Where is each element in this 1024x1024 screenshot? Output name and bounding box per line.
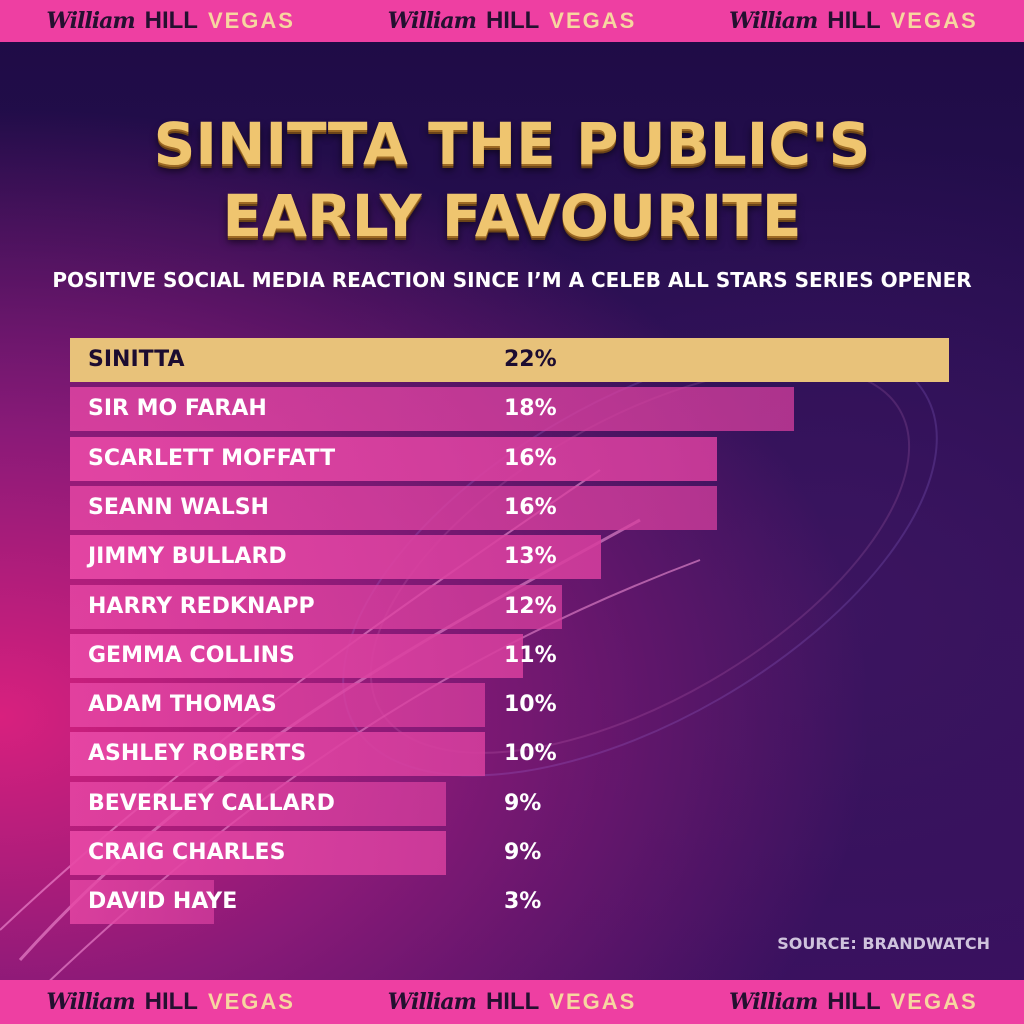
brand-vegas: VEGAS [890,989,978,1014]
bar-value-label: 16% [504,445,557,471]
bar: CRAIG CHARLES 9% [70,831,541,875]
chart-subtitle: POSITIVE SOCIAL MEDIA REACTION SINCE I’M… [52,268,972,292]
brand-vegas: VEGAS [207,8,295,33]
bar-label: GEMMA COLLINS [88,642,295,668]
bar: GEMMA COLLINS 11% [70,633,557,678]
brand-hill: HILL [827,7,881,34]
bar-value-label: 13% [504,544,557,570]
bar: SCARLETT MOFFATT 16% [70,436,717,481]
chart-title-line-2: EARLY FAVOURITE [222,182,802,250]
brand-vegas: VEGAS [890,8,978,33]
bar: HARRY REDKNAPP 12% [70,584,563,629]
bar-label: HARRY REDKNAPP [88,593,315,619]
bar-value-label: 18% [504,396,557,422]
brand-logo: William HILL VEGAS [729,7,978,35]
brand-logo: William HILL VEGAS [388,7,637,35]
bar-top: SINITTA 22% [70,338,949,382]
bar-label: SCARLETT MOFFATT [88,445,336,471]
bar-value-label: 9% [504,840,542,865]
brand-hill: HILL [144,7,198,34]
bar-value-label: 10% [504,692,557,718]
bar-label: ADAM THOMAS [88,692,277,718]
bar: SEANN WALSH 16% [70,485,717,530]
brand-script: William [46,989,135,1015]
brand-hill: HILL [485,7,540,34]
brand-logo: William HILL VEGAS [46,988,295,1016]
bar-label: BEVERLEY CALLARD [88,790,335,816]
bar: ADAM THOMAS 10% [70,683,557,728]
brand-script: William [46,8,135,34]
bar: ASHLEY ROBERTS 10% [70,732,557,777]
brand-hill: HILL [144,988,198,1015]
bar-value-label: 3% [504,889,542,915]
bar: DAVID HAYE 3% [70,880,541,925]
brand-hill: HILL [485,988,540,1015]
brand-script: William [387,989,477,1015]
brand-vegas: VEGAS [549,8,637,33]
bar-label: ASHLEY ROBERTS [88,741,307,767]
bar: SIR MO FARAH 18% [70,387,795,432]
bar: BEVERLEY CALLARD 9% [70,781,541,826]
bar-label: SINITTA [88,347,185,372]
chart-title: SINITTA THE PUBLIC'S EARLY FAVOURITE [0,108,1024,252]
brand-strip-bottom: William HILL VEGAS William HILL VEGAS Wi… [0,980,1024,1024]
bar-label: SEANN WALSH [88,494,269,520]
bar-label: SIR MO FARAH [88,396,267,422]
bar-value-label: 10% [504,741,557,767]
bar-value-label: 11% [504,642,557,668]
bar-value-label: 12% [504,593,557,619]
brand-logo: William HILL VEGAS [729,988,978,1016]
brand-vegas: VEGAS [207,989,295,1014]
brand-logo: William HILL VEGAS [388,988,637,1016]
chart-title-line-1: SINITTA THE PUBLIC'S [153,110,871,178]
bar-value-label: 22% [504,347,557,372]
brand-script: William [387,8,477,34]
bar: JIMMY BULLARD 13% [70,535,601,580]
bar-value-label: 9% [504,790,542,816]
source-credit: SOURCE: BRANDWATCH [777,934,990,953]
bar-label: JIMMY BULLARD [88,544,287,570]
bar-label: CRAIG CHARLES [88,840,286,865]
brand-script: William [728,989,818,1015]
brand-hill: HILL [827,988,881,1015]
brand-vegas: VEGAS [549,989,637,1014]
brand-logo: William HILL VEGAS [46,7,295,35]
bar-value-label: 16% [504,494,557,520]
bar-label: DAVID HAYE [88,889,238,915]
brand-strip-top: William HILL VEGAS William HILL VEGAS Wi… [0,0,1024,42]
brand-script: William [728,8,818,34]
